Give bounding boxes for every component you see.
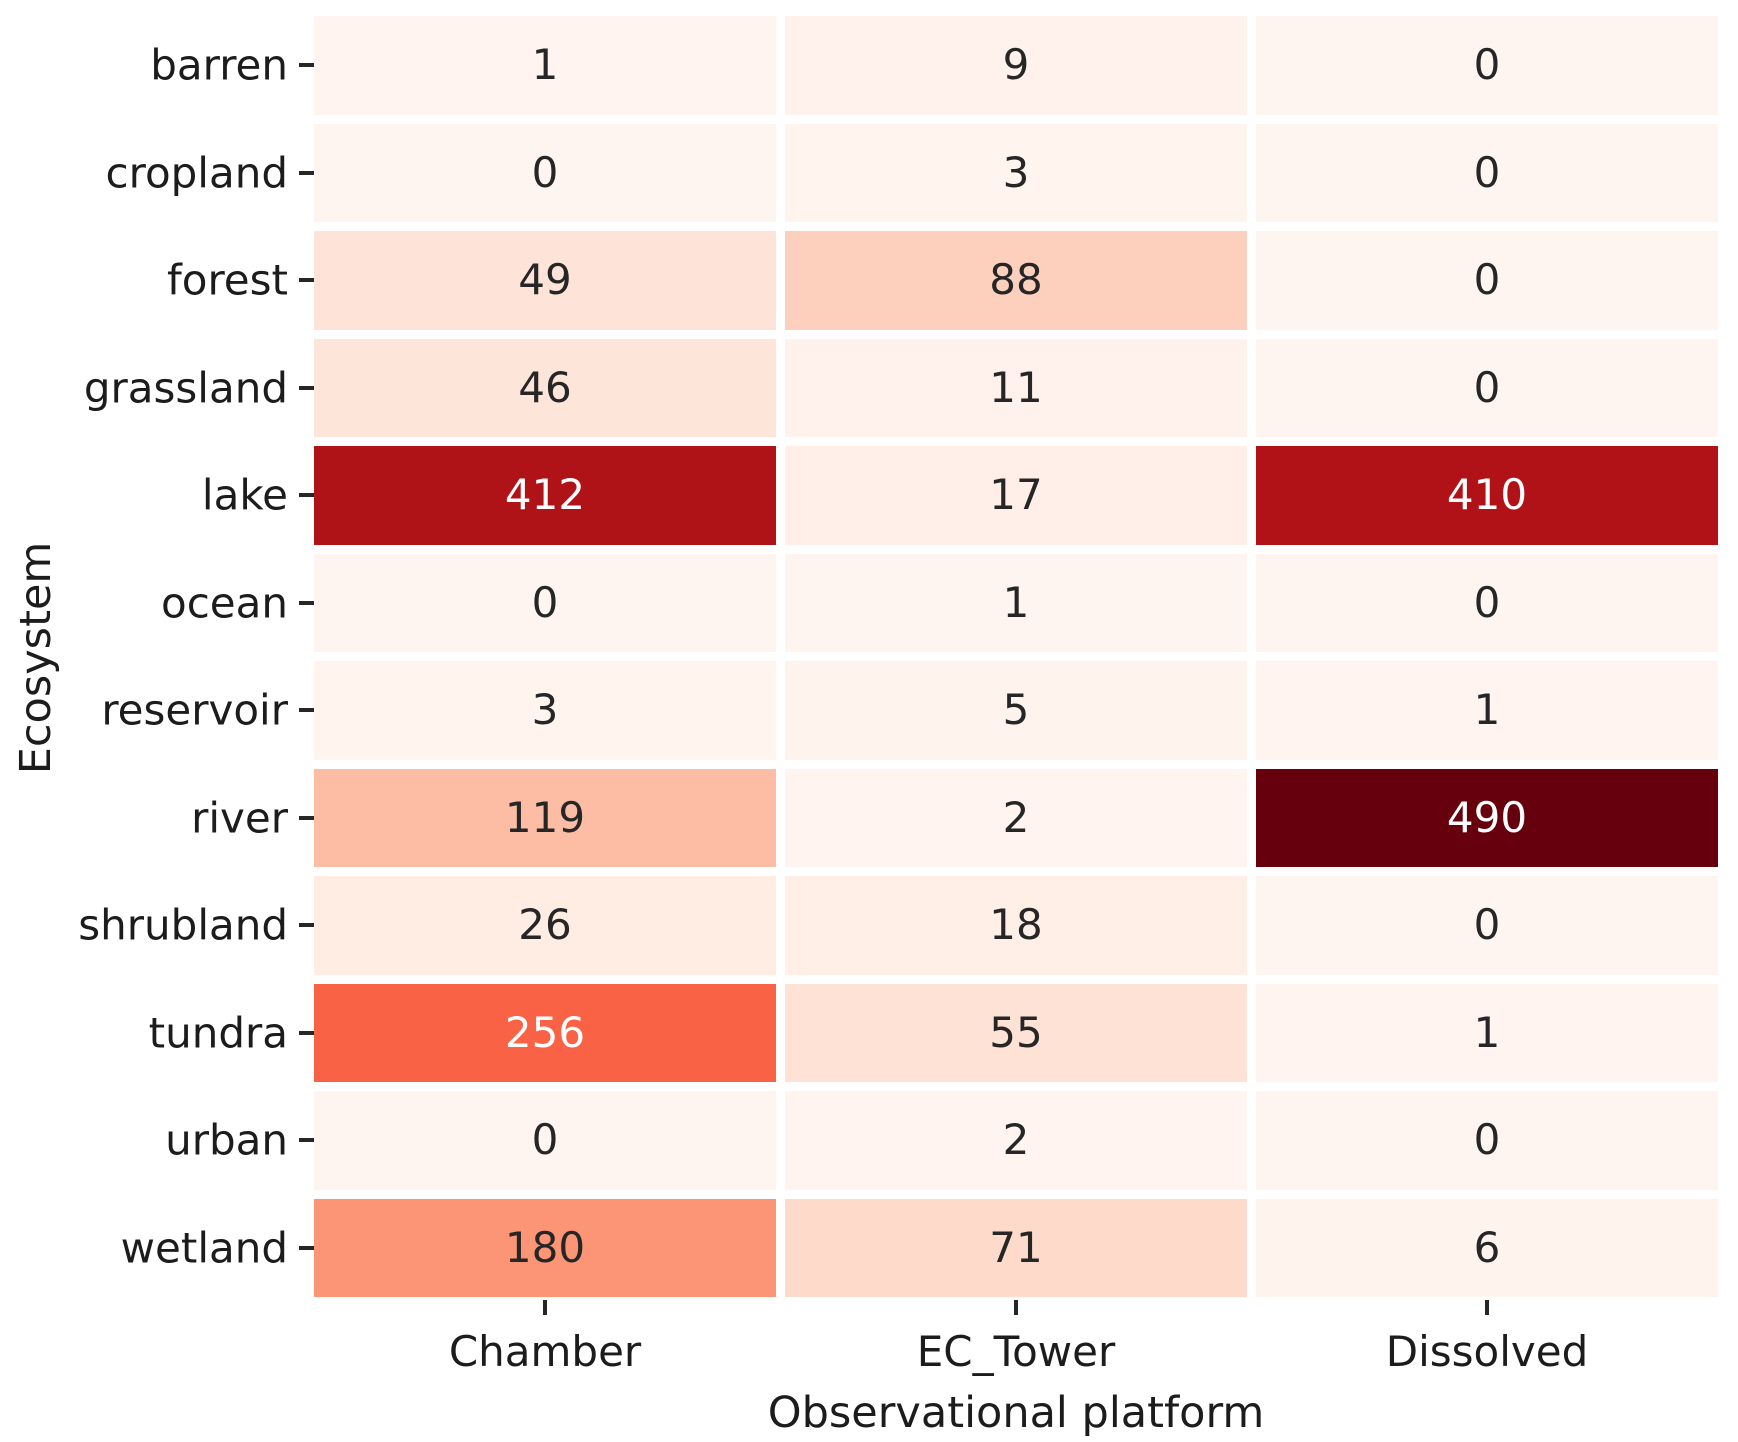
- y-tick-mark: [299, 1245, 314, 1250]
- heatmap-cell-wetland-Dissolved: 6: [1256, 1198, 1718, 1297]
- y-tick-label-shrubland: shrubland: [78, 900, 288, 950]
- heatmap-cell-river-Dissolved: 490: [1256, 768, 1718, 867]
- heatmap-cell-urban-EC_Tower: 2: [785, 1091, 1247, 1190]
- y-tick-label-urban: urban: [165, 1115, 288, 1165]
- x-tick-label-Chamber: Chamber: [448, 1327, 642, 1376]
- y-tick-mark: [299, 385, 314, 390]
- heatmap-cell-forest-Chamber: 49: [314, 231, 776, 330]
- y-tick-mark: [299, 923, 314, 928]
- y-axis-label: Ecosystem: [11, 541, 61, 775]
- y-tick-label-forest: forest: [166, 255, 288, 305]
- heatmap-cell-tundra-Dissolved: 1: [1256, 983, 1718, 1082]
- heatmap-cell-reservoir-Dissolved: 1: [1256, 661, 1718, 760]
- heatmap-cell-cropland-Dissolved: 0: [1256, 123, 1718, 222]
- x-tick-mark: [1485, 1300, 1489, 1315]
- y-tick-mark: [299, 170, 314, 175]
- y-tick-label-wetland: wetland: [120, 1223, 288, 1273]
- heatmap-cell-lake-EC_Tower: 17: [785, 446, 1247, 545]
- heatmap-cell-cropland-EC_Tower: 3: [785, 123, 1247, 222]
- heatmap-cell-barren-Chamber: 1: [314, 16, 776, 115]
- y-tick-mark: [299, 1030, 314, 1035]
- heatmap-cell-tundra-EC_Tower: 55: [785, 983, 1247, 1082]
- heatmap-cell-grassland-Dissolved: 0: [1256, 338, 1718, 437]
- heatmap-cell-ocean-EC_Tower: 1: [785, 553, 1247, 652]
- heatmap-cell-urban-Dissolved: 0: [1256, 1091, 1718, 1190]
- heatmap-cell-wetland-EC_Tower: 71: [785, 1198, 1247, 1297]
- y-tick-label-cropland: cropland: [105, 148, 288, 198]
- heatmap-cell-reservoir-Chamber: 3: [314, 661, 776, 760]
- y-tick-label-tundra: tundra: [148, 1008, 288, 1058]
- heatmap-cell-shrubland-EC_Tower: 18: [785, 876, 1247, 975]
- y-tick-label-reservoir: reservoir: [101, 685, 288, 735]
- heatmap-cell-lake-Chamber: 412: [314, 446, 776, 545]
- y-tick-mark: [299, 600, 314, 605]
- y-tick-label-grassland: grassland: [83, 363, 288, 413]
- heatmap-cell-tundra-Chamber: 256: [314, 983, 776, 1082]
- x-tick-mark: [543, 1300, 547, 1315]
- y-tick-mark: [299, 708, 314, 713]
- heatmap-cell-shrubland-Dissolved: 0: [1256, 876, 1718, 975]
- heatmap-cell-grassland-Chamber: 46: [314, 338, 776, 437]
- y-tick-mark: [299, 278, 314, 283]
- heatmap-cell-ocean-Dissolved: 0: [1256, 553, 1718, 652]
- heatmap-cell-wetland-Chamber: 180: [314, 1198, 776, 1297]
- heatmap-cell-forest-EC_Tower: 88: [785, 231, 1247, 330]
- y-tick-mark: [299, 815, 314, 820]
- y-tick-mark: [299, 1138, 314, 1143]
- heatmap-grid: 1 9 0 0 3 0 49 88 0 46 11 0 412 17 410 0 1 0 3 5 1 119 2 490 26 1…: [314, 16, 1718, 1297]
- heatmap-cell-ocean-Chamber: 0: [314, 553, 776, 652]
- heatmap-cell-cropland-Chamber: 0: [314, 123, 776, 222]
- heatmap-cell-forest-Dissolved: 0: [1256, 231, 1718, 330]
- heatmap-cell-barren-Dissolved: 0: [1256, 16, 1718, 115]
- y-tick-mark: [299, 493, 314, 498]
- x-tick-label-EC_Tower: EC_Tower: [916, 1327, 1116, 1376]
- heatmap-cell-lake-Dissolved: 410: [1256, 446, 1718, 545]
- y-tick-label-ocean: ocean: [161, 578, 288, 628]
- heatmap-cell-river-EC_Tower: 2: [785, 768, 1247, 867]
- heatmap-cell-urban-Chamber: 0: [314, 1091, 776, 1190]
- y-tick-mark: [299, 63, 314, 68]
- heatmap-cell-river-Chamber: 119: [314, 768, 776, 867]
- y-tick-label-lake: lake: [201, 470, 288, 520]
- heatmap-cell-barren-EC_Tower: 9: [785, 16, 1247, 115]
- heatmap-cell-reservoir-EC_Tower: 5: [785, 661, 1247, 760]
- x-tick-mark: [1014, 1300, 1018, 1315]
- x-axis-label: Observational platform: [767, 1388, 1265, 1438]
- y-tick-label-river: river: [191, 793, 288, 843]
- heatmap-cell-shrubland-Chamber: 26: [314, 876, 776, 975]
- heatmap-cell-grassland-EC_Tower: 11: [785, 338, 1247, 437]
- x-tick-label-Dissolved: Dissolved: [1385, 1327, 1589, 1376]
- y-tick-label-barren: barren: [150, 40, 288, 90]
